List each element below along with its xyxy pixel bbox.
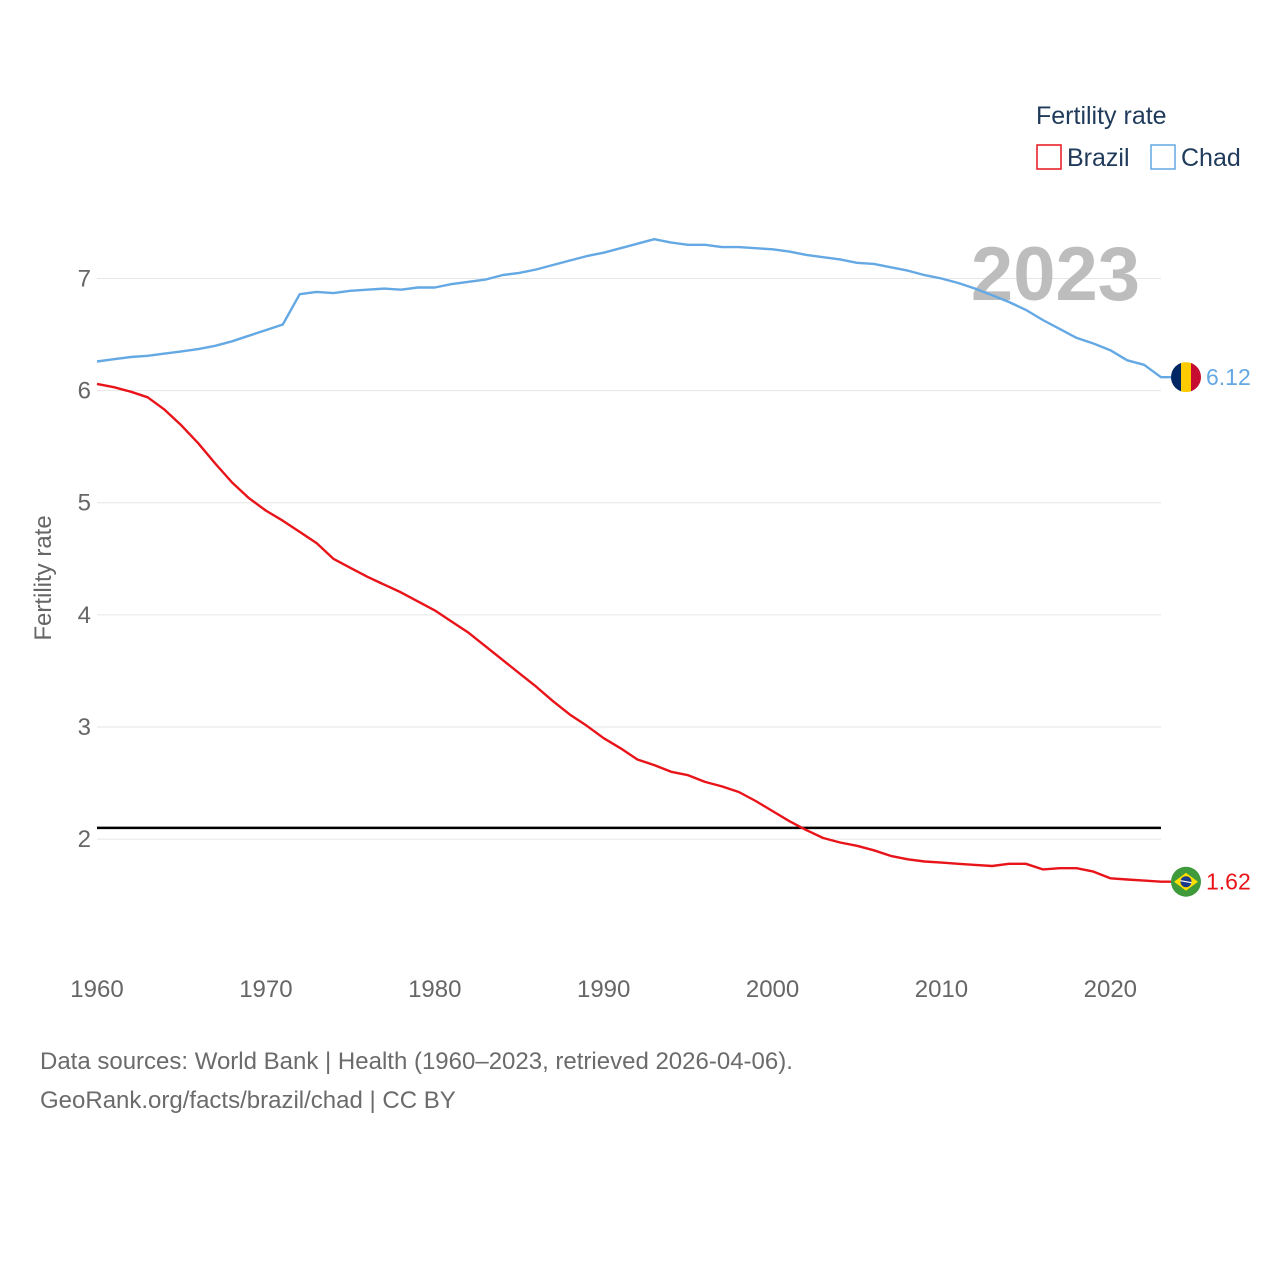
end-value-label-brazil: 1.62 — [1206, 869, 1251, 895]
gridlines — [97, 277, 1161, 840]
legend-item-chad[interactable]: Chad — [1150, 144, 1241, 172]
end-value-label-chad: 6.12 — [1206, 364, 1251, 390]
y-tick-label-5: 5 — [78, 490, 91, 517]
series-line-chad — [96, 237, 1171, 379]
source-line-1: Data sources: World Bank | Health (1960–… — [40, 1048, 793, 1075]
legend-swatch-chad — [1150, 144, 1176, 170]
chad-flag-icon — [1171, 362, 1201, 393]
x-tick-label-1970: 1970 — [239, 976, 292, 1003]
legend-label-chad: Chad — [1181, 144, 1241, 172]
legend-title: Fertility rate — [1036, 102, 1167, 130]
y-tick-label-6: 6 — [78, 378, 91, 405]
x-tick-label-2020: 2020 — [1084, 976, 1137, 1003]
legend: Fertility rate Brazil Chad — [1036, 102, 1241, 172]
x-tick-label-1960: 1960 — [70, 976, 123, 1003]
y-axis-ticks: 2 3 4 5 6 7 — [78, 265, 91, 853]
source-footer: Data sources: World Bank | Health (1960–… — [40, 1042, 793, 1120]
source-line-2: GeoRank.org/facts/brazil/chad | CC BY — [40, 1087, 456, 1114]
legend-swatch-brazil — [1036, 144, 1062, 170]
legend-label-brazil: Brazil — [1067, 144, 1130, 172]
x-tick-label-1980: 1980 — [408, 976, 461, 1003]
y-axis-label: Fertility rate — [30, 515, 57, 640]
y-tick-label-3: 3 — [78, 714, 91, 741]
y-tick-label-2: 2 — [78, 826, 91, 853]
y-tick-label-7: 7 — [78, 265, 91, 292]
x-tick-label-2000: 2000 — [746, 976, 799, 1003]
fertility-rate-chart: 2 3 4 5 6 7 1960 1970 1980 1990 2000 2010 2020 2023… — [30, 102, 1251, 1003]
brazil-flag-icon — [1171, 866, 1201, 897]
legend-item-brazil[interactable]: Brazil — [1036, 144, 1130, 172]
current-year-watermark: 2023 — [971, 232, 1140, 317]
x-tick-label-1990: 1990 — [577, 976, 630, 1003]
x-axis-ticks: 1960 1970 1980 1990 2000 2010 2020 — [70, 976, 1137, 1003]
series-line-brazil — [96, 382, 1171, 883]
series-end-markers: 1.62 6.12 — [1171, 362, 1251, 897]
y-tick-label-4: 4 — [78, 602, 91, 629]
x-tick-label-2010: 2010 — [915, 976, 968, 1003]
series-lines — [96, 237, 1171, 883]
